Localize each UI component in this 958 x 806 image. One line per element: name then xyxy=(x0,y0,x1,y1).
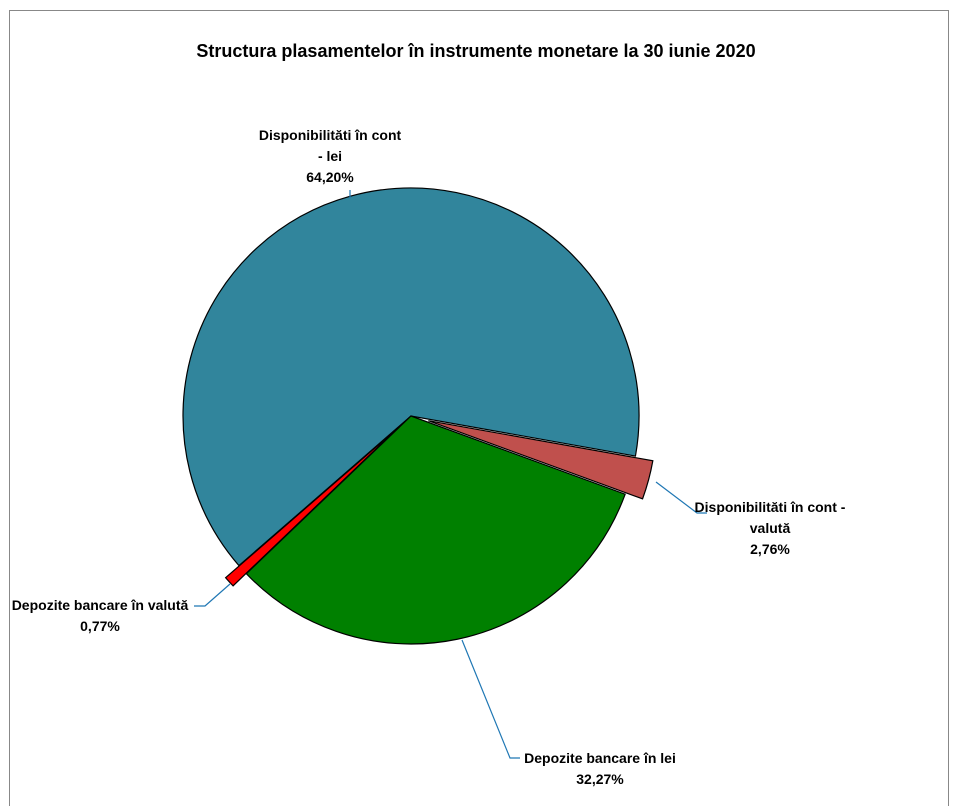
category-label: Disponibilităti în cont - lei xyxy=(258,127,402,164)
category-label: Disponibilităti în cont - valută xyxy=(694,499,846,536)
category-label: Depozite bancare în lei xyxy=(524,750,676,766)
chart-frame xyxy=(9,10,949,806)
data-label: Disponibilităti în cont - valută 2,76% xyxy=(690,497,850,560)
pie-slice xyxy=(224,427,399,587)
value-label: 32,27% xyxy=(576,771,624,787)
data-label: Depozite bancare în valută 0,77% xyxy=(0,595,200,637)
leader-line xyxy=(194,583,231,607)
value-label: 2,76% xyxy=(750,541,790,557)
data-label: Depozite bancare în lei 32,27% xyxy=(510,748,690,790)
category-label: Depozite bancare în valută xyxy=(11,597,189,613)
chart-title: Structura plasamentelor în instrumente m… xyxy=(196,41,755,61)
value-label: 64,20% xyxy=(306,169,354,185)
pie-slice xyxy=(428,420,654,500)
value-label: 0,77% xyxy=(80,618,120,634)
leader-line xyxy=(461,639,520,759)
pie-slice xyxy=(245,415,626,645)
data-label: Disponibilităti în cont - lei 64,20% xyxy=(255,125,405,188)
leader-line xyxy=(655,481,707,514)
